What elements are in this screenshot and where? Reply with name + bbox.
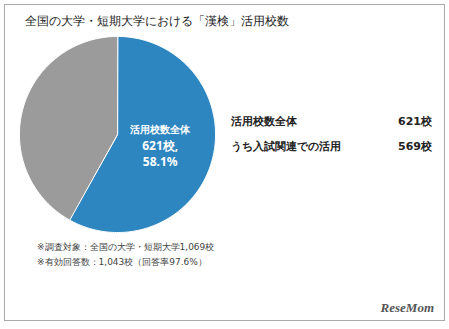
- svg-text:621校,: 621校,: [142, 137, 178, 154]
- html-text:全国の大学・短期大学における「漢検」活用校数: 全国の大学・短期大学における「漢検」活用校数: [25, 14, 289, 28]
- html-text:569校: 569校: [398, 140, 432, 153]
- html-text:ReseMom: ReseMom: [380, 300, 434, 315]
- html-text:活用校数全体: 活用校数全体: [231, 115, 297, 128]
- html-text:※有効回答数：1,043校（回答率97.6%）: ※有効回答数：1,043校（回答率97.6%）: [37, 257, 207, 267]
- html-text:※調査対象：全国の大学・短期大学1,069校: ※調査対象：全国の大学・短期大学1,069校: [37, 242, 215, 252]
- svg-text:活用校数全体: 活用校数全体: [129, 122, 191, 136]
- svg-text:58.1%: 58.1%: [143, 153, 178, 170]
- html-text:うち入試関連での活用: うち入試関連での活用: [231, 140, 341, 153]
- html-text:621校: 621校: [398, 115, 432, 128]
